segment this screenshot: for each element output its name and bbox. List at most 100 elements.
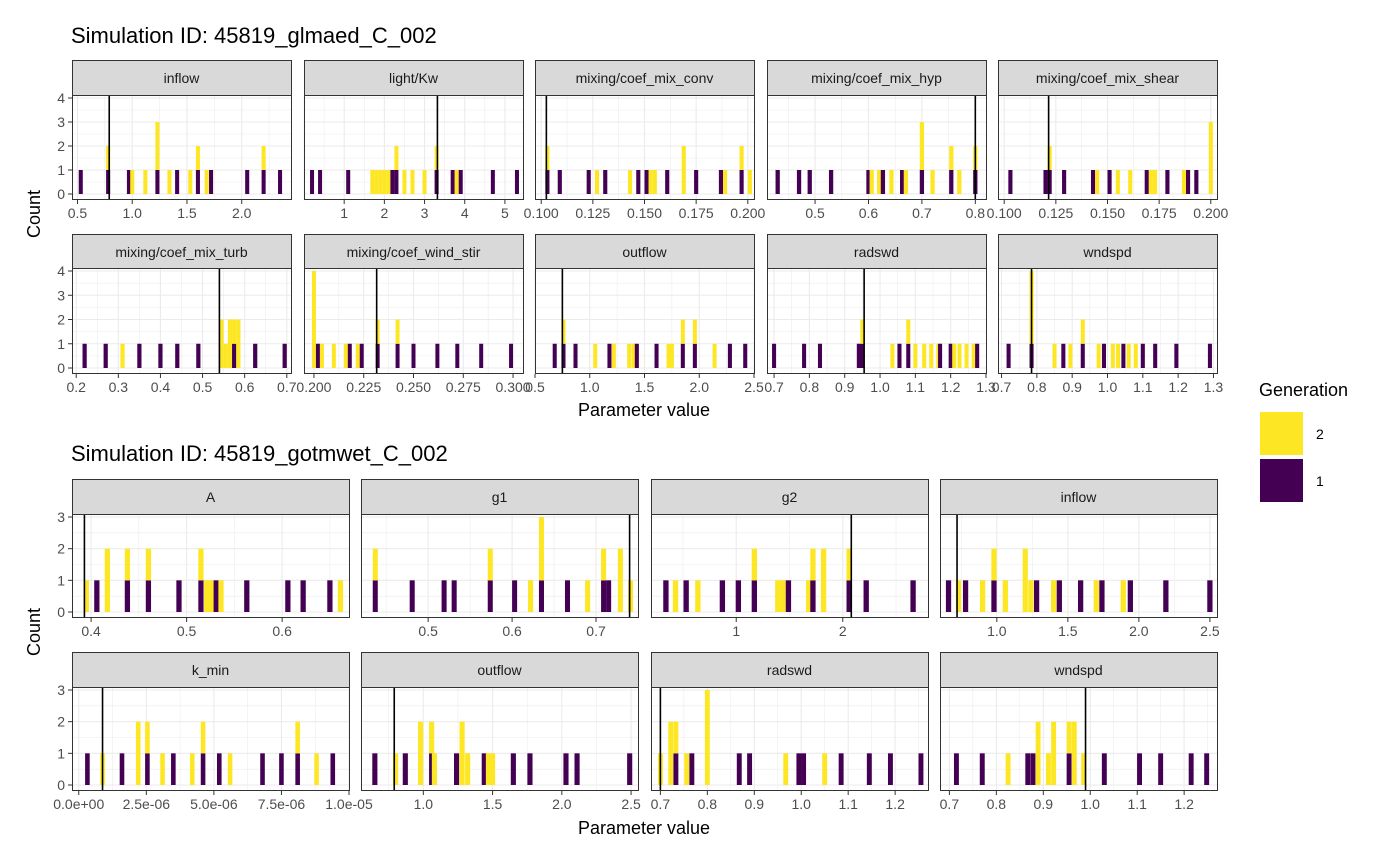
histogram-bar-gen2 (611, 343, 616, 368)
x-tick-label: 0.150 (1090, 205, 1125, 221)
histogram-bar-gen1 (938, 343, 943, 368)
panel-border (304, 95, 524, 200)
histogram-bar-gen1 (94, 580, 100, 612)
histogram-bar-gen2 (783, 753, 789, 785)
histogram-bar-gen1 (245, 170, 250, 194)
histogram-bar-gen2 (343, 343, 348, 368)
histogram-bar-gen2 (337, 580, 344, 612)
histogram-bar-gen2 (1116, 343, 1121, 368)
histogram-bar-gen1 (310, 170, 315, 194)
histogram-bar-gen2 (465, 753, 471, 785)
histogram-bar-gen1 (119, 753, 125, 785)
x-tick-label: 2.0 (232, 205, 252, 221)
histogram-bar-gen1 (948, 343, 953, 368)
facet-panel: k_min 0.0e+00 2.5e-06 5.0e-06 7.5e-06 1.0e-05… (53, 652, 373, 812)
histogram-bar-gen2 (1051, 721, 1057, 785)
histogram-bar-gen2 (822, 753, 828, 785)
histogram-bar-gen1 (1099, 580, 1105, 612)
facet-strip-label: mixing/coef_mix_conv (576, 70, 714, 86)
histogram-bar-gen1 (644, 170, 649, 194)
histogram-bar-gen2 (739, 146, 744, 170)
histogram-bar-gen1 (1153, 343, 1158, 368)
histogram-bar-gen2 (1093, 580, 1099, 612)
y-tick-label: 2 (57, 312, 65, 328)
x-tick-label: 0.8 (698, 796, 718, 812)
histogram-bar-gen2 (393, 753, 399, 785)
histogram-bar-gen2 (903, 170, 909, 194)
histogram-bar-gen2 (355, 343, 360, 368)
histogram-bar-gen1 (394, 170, 399, 194)
y-tick-label: 1 (57, 162, 65, 178)
histogram-bar-gen2 (955, 580, 962, 612)
histogram-bar-gen2 (227, 319, 233, 368)
histogram-bar-gen1 (137, 343, 142, 368)
histogram-bar-gen1 (785, 580, 792, 612)
facet-strip (940, 479, 1218, 515)
histogram-bar-gen1 (663, 580, 669, 612)
x-tick-label: 3 (421, 205, 429, 221)
histogram-bar-gen1 (573, 343, 578, 368)
histogram-bar-gen1 (953, 753, 959, 785)
histogram-bar-gen2 (692, 319, 697, 344)
histogram-bar-gen2 (1152, 170, 1158, 194)
x-tick-label: 2 (839, 623, 847, 639)
histogram-bar-gen2 (487, 548, 493, 581)
histogram-bar-gen1 (910, 580, 916, 612)
histogram-bar-gen2 (204, 580, 210, 612)
histogram-bar-gen1 (124, 580, 131, 612)
histogram-bar-gen1 (279, 753, 284, 785)
histogram-bar-gen2 (680, 319, 685, 344)
histogram-bar-gen2 (846, 548, 852, 581)
histogram-bar-gen1 (346, 170, 351, 194)
histogram-bar-gen1 (545, 170, 550, 194)
histogram-bar-gen1 (176, 580, 182, 612)
x-tick-label: 0.175 (679, 205, 714, 221)
x-tick-label: 1.1 (1133, 379, 1153, 395)
histogram-bar-gen1 (260, 753, 265, 785)
x-tick-label: 4 (461, 205, 469, 221)
histogram-bar-gen1 (1163, 580, 1169, 612)
x-axis-title: Parameter value (578, 818, 710, 838)
histogram-bar-gen2 (695, 580, 701, 612)
panel-border (651, 687, 929, 791)
panel-border (361, 687, 639, 791)
x-tick-label: 0.2 (66, 379, 86, 395)
x-tick-label: 0.250 (396, 379, 431, 395)
panel-border (535, 268, 755, 374)
legend-label: 2 (1316, 426, 1324, 442)
histogram-bar-gen2 (130, 170, 135, 194)
histogram-bar-gen2 (219, 319, 224, 368)
histogram-bar-gen2 (167, 170, 172, 194)
facet-strip-label: outflow (477, 662, 522, 678)
histogram-bar-gen1 (458, 170, 463, 194)
histogram-bar-gen1 (429, 753, 435, 785)
histogram-bar-gen2 (1052, 343, 1057, 368)
legend-label: 1 (1316, 473, 1324, 489)
histogram-bar-gen2 (434, 146, 439, 170)
facet-panel: light/Kw 1 2 3 4 5 (303, 60, 524, 221)
facet-strip (998, 60, 1218, 96)
histogram-bar-gen1 (564, 580, 571, 612)
histogram-bar-gen1 (807, 170, 812, 194)
histogram-bar-gen1 (801, 753, 807, 785)
histogram-bar-gen2 (218, 580, 224, 612)
facet-strip-label: outflow (622, 244, 667, 260)
histogram-bar-gen1 (253, 343, 258, 368)
histogram-bar-gen1 (887, 753, 893, 785)
x-tick-label: 0.5 (177, 623, 197, 639)
histogram-bar-gen1 (694, 170, 699, 194)
histogram-bar-gen1 (1207, 580, 1213, 612)
histogram-bar-gen2 (490, 753, 496, 785)
histogram-bar-gen2 (374, 170, 379, 194)
facet-strip-label: radswd (767, 662, 812, 678)
histogram-bar-gen1 (863, 580, 869, 612)
histogram-bar-gen2 (1095, 170, 1100, 194)
histogram-bar-gen1 (1061, 343, 1066, 368)
histogram-bar-gen1 (451, 580, 457, 612)
histogram-bar-gen2 (454, 170, 459, 194)
histogram-bar-gen1 (772, 343, 777, 368)
histogram-bar-gen1 (736, 753, 742, 785)
histogram-bar-gen2 (585, 580, 591, 612)
x-tick-label: 0.6 (502, 623, 522, 639)
